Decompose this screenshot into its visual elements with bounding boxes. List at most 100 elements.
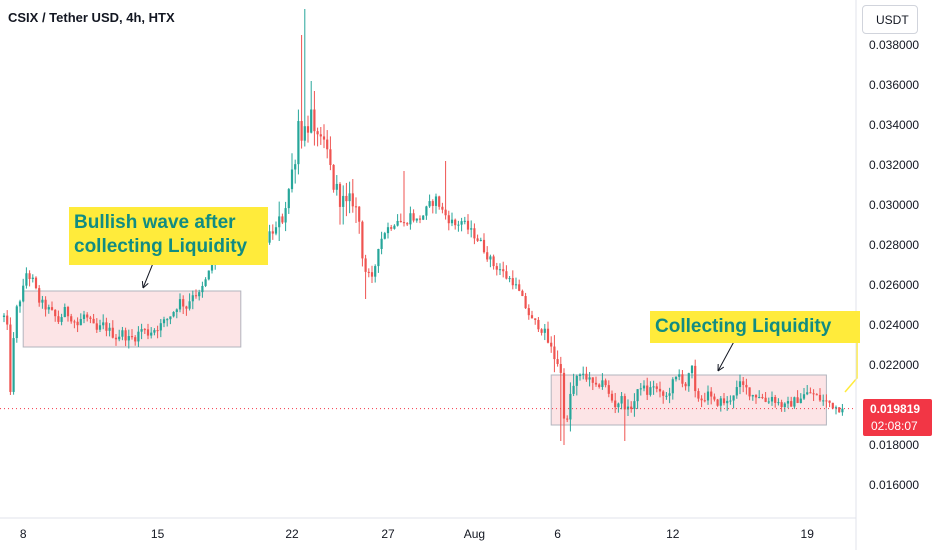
candle-body <box>274 227 278 234</box>
x-tick-label: 6 <box>554 527 561 541</box>
currency-unit-selector[interactable]: USDT <box>862 5 918 34</box>
annotation-bullish-wave[interactable]: Bullish wave after collecting Liquidity <box>69 207 268 265</box>
candle-body <box>633 401 636 409</box>
candle-body <box>546 328 550 343</box>
candle-body <box>604 380 607 386</box>
candle-body <box>614 400 617 408</box>
candle-body <box>396 220 399 226</box>
candle-body <box>639 388 642 390</box>
y-tick-label: 0.016000 <box>869 478 919 492</box>
candle-body <box>409 213 412 225</box>
candle-body <box>418 218 422 220</box>
candle-body <box>732 395 735 401</box>
candle-body <box>630 406 633 409</box>
candle-body <box>127 336 130 341</box>
candle-body <box>841 408 844 413</box>
y-tick-label: 0.022000 <box>869 358 919 372</box>
candle-body <box>102 322 105 326</box>
candle-body <box>646 385 649 395</box>
candle-body <box>831 402 834 409</box>
y-tick-label: 0.018000 <box>869 438 919 452</box>
candle-body <box>98 325 102 330</box>
candle-body <box>751 395 754 397</box>
candle-body <box>690 365 694 374</box>
candle-body <box>124 330 127 341</box>
candle-body <box>706 391 710 401</box>
candle-body <box>95 323 98 330</box>
candle-body <box>159 323 162 331</box>
candle-body <box>201 285 204 293</box>
candle-body <box>15 306 18 339</box>
candle-body <box>188 301 191 309</box>
candle-body <box>342 195 345 207</box>
candle-body <box>786 401 790 404</box>
candle-body <box>322 136 326 140</box>
candles-layer <box>2 9 844 445</box>
candle-body <box>722 398 726 404</box>
candle-body <box>530 315 534 319</box>
candle-body <box>402 222 406 224</box>
candle-body <box>326 139 329 150</box>
candle-body <box>386 227 390 234</box>
y-tick-label: 0.034000 <box>869 118 919 132</box>
candle-body <box>617 403 620 408</box>
candle-body <box>556 359 559 364</box>
candle-body <box>76 321 79 326</box>
candle-body <box>780 402 783 408</box>
candle-body <box>121 330 124 337</box>
candle-body <box>572 385 575 394</box>
candle-body <box>345 195 348 202</box>
candle-body <box>354 206 358 208</box>
candle-body <box>422 215 425 220</box>
candle-body <box>655 386 658 389</box>
candle-body <box>774 396 777 403</box>
candle-body <box>553 346 556 360</box>
candle-body <box>758 397 761 399</box>
candle-body <box>89 317 92 319</box>
candle-body <box>777 402 780 404</box>
annotation-collecting-liquidity[interactable]: Collecting Liquidity <box>650 311 860 343</box>
candle-body <box>54 309 57 317</box>
arrow-collecting-head <box>717 363 725 372</box>
candle-body <box>662 391 665 396</box>
candle-body <box>566 418 569 420</box>
candle-body <box>575 376 578 386</box>
candle-body <box>271 231 274 234</box>
candle-body <box>738 381 742 388</box>
candle-body <box>729 400 732 402</box>
candle-body <box>175 309 178 312</box>
candle-body <box>470 228 473 230</box>
candle-body <box>361 221 364 259</box>
candle-body <box>754 395 758 398</box>
candle-body <box>674 376 678 380</box>
candle-body <box>137 331 140 342</box>
candle-body <box>79 318 82 326</box>
candle-body <box>319 134 322 137</box>
y-tick-label: 0.024000 <box>869 318 919 332</box>
candle-body <box>348 193 351 202</box>
candle-body <box>783 403 786 408</box>
candle-body <box>671 379 674 394</box>
candle-body <box>335 183 338 190</box>
candle-body <box>444 209 447 216</box>
candle-body <box>620 396 623 404</box>
candle-body <box>569 393 572 420</box>
candle-body <box>92 318 95 324</box>
candle-body <box>482 239 486 253</box>
candle-body <box>34 277 38 289</box>
candle-body <box>358 206 361 222</box>
candle-body <box>578 374 582 377</box>
candle-body <box>399 220 402 223</box>
candle-body <box>434 196 438 206</box>
candle-body <box>82 314 86 319</box>
candle-body <box>383 233 386 239</box>
candle-body <box>63 307 66 318</box>
candle-body <box>415 218 418 221</box>
candle-body <box>735 387 738 396</box>
candle-body <box>9 324 12 392</box>
candle-body <box>559 363 562 373</box>
candle-body <box>130 336 134 338</box>
candle-body <box>140 329 143 332</box>
